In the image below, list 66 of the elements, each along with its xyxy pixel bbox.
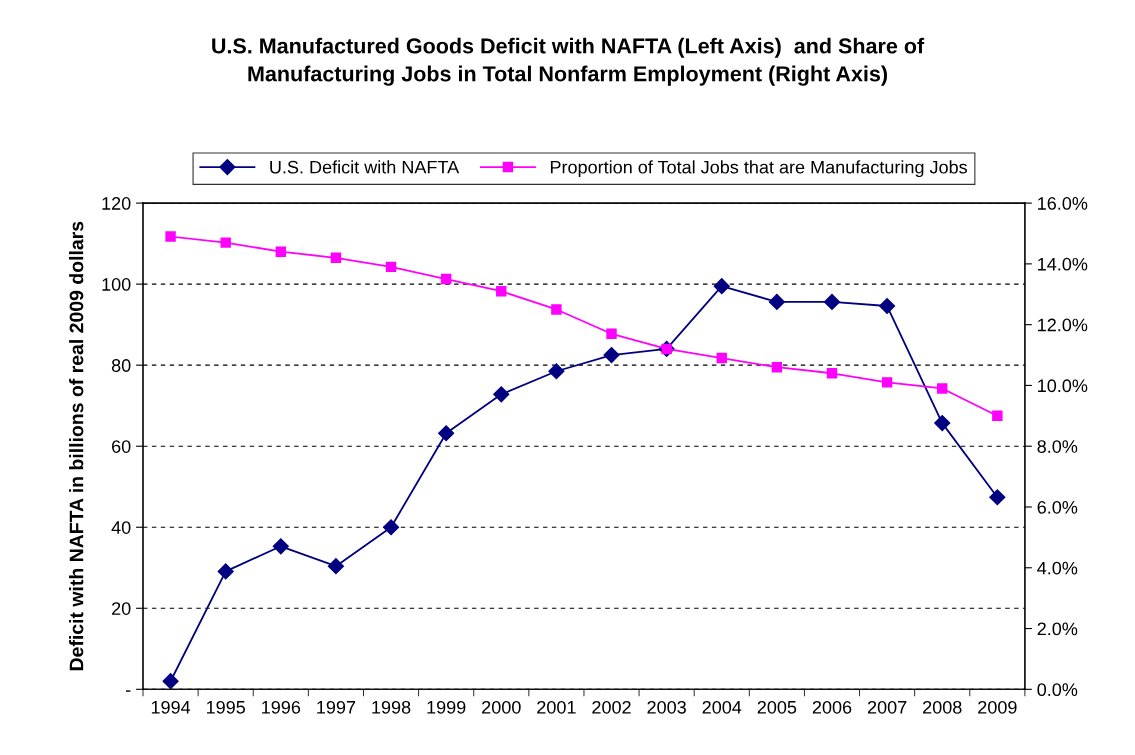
point <box>879 297 896 315</box>
y2-tick-label: 0.0% <box>1037 683 1078 697</box>
point <box>551 304 562 315</box>
point <box>606 328 617 339</box>
y2-tick-label: 12.0% <box>1038 318 1088 332</box>
y2-tick-label: 2.0% <box>1037 622 1078 636</box>
point <box>716 352 727 364</box>
point <box>934 415 951 432</box>
y2-tick-label: 4.0% <box>1037 561 1078 575</box>
point <box>496 286 507 297</box>
point <box>438 425 455 442</box>
point <box>162 673 179 690</box>
y-tick-label: 80 <box>111 359 131 372</box>
x-tick-label: 2007 <box>867 700 907 714</box>
y-tick-label: 120 <box>102 197 131 210</box>
x-tick-label: 2000 <box>482 700 521 714</box>
point <box>823 293 841 311</box>
y-tick-label: 40 <box>111 521 131 534</box>
x-tick-label: 2004 <box>702 700 742 714</box>
x-tick-label: 1995 <box>206 700 246 714</box>
y-tick-label: 60 <box>112 440 131 453</box>
legend-label: Proportion of Total Jobs that are Manufacturing Jobs <box>550 160 968 178</box>
x-tick-label: 2001 <box>537 700 576 714</box>
point <box>165 231 176 242</box>
point <box>272 538 289 555</box>
y2-tick-label: 16.0% <box>1038 197 1088 210</box>
x-tick-label: 2009 <box>978 700 1017 714</box>
point <box>493 386 510 403</box>
point <box>330 252 342 264</box>
y2-tick-label: 10.0% <box>1038 379 1088 393</box>
point <box>989 489 1006 506</box>
chart-title: U.S. Manufactured Goods Deficit with NAFTA (Left Axis) and Share of Manufacturing Jobs in Total Nonfarm Employment (Right Axis) <box>212 37 925 86</box>
point <box>881 377 893 388</box>
x-tick-label: 2005 <box>757 700 797 714</box>
y-tick-label: 20 <box>112 602 131 615</box>
point <box>275 246 287 257</box>
x-tick-label: 1999 <box>427 700 466 714</box>
point <box>382 519 400 536</box>
point <box>440 273 452 285</box>
point <box>548 363 565 380</box>
point <box>217 563 234 580</box>
point <box>385 261 397 273</box>
x-tick-label: 2002 <box>592 700 631 714</box>
point <box>713 278 730 295</box>
x-tick-label: 1996 <box>262 700 301 714</box>
point <box>327 558 344 575</box>
x-tick-label: 2006 <box>812 700 852 714</box>
y-tick-label: - <box>125 690 131 692</box>
point <box>826 368 838 379</box>
y2-tick-label: 6.0% <box>1037 500 1078 514</box>
point <box>937 383 948 394</box>
point <box>220 237 231 248</box>
x-tick-label: 2008 <box>923 700 962 714</box>
y2-tick-label: 14.0% <box>1038 257 1088 271</box>
point <box>768 293 785 311</box>
legend-label: U.S. Deficit with NAFTA <box>270 160 460 174</box>
x-tick-label: 1997 <box>317 700 356 714</box>
x-tick-label: 2003 <box>647 700 686 714</box>
x-tick-label: 1998 <box>372 700 411 714</box>
y2-tick-label: 8.0% <box>1037 440 1078 453</box>
point <box>992 410 1003 422</box>
x-tick-label: 1994 <box>151 700 191 714</box>
point <box>771 361 783 373</box>
y-axis-title: Deficit with NAFTA in billions of real 2009 dollars <box>69 221 84 671</box>
point <box>603 346 620 364</box>
y-tick-label: 100 <box>102 278 131 291</box>
